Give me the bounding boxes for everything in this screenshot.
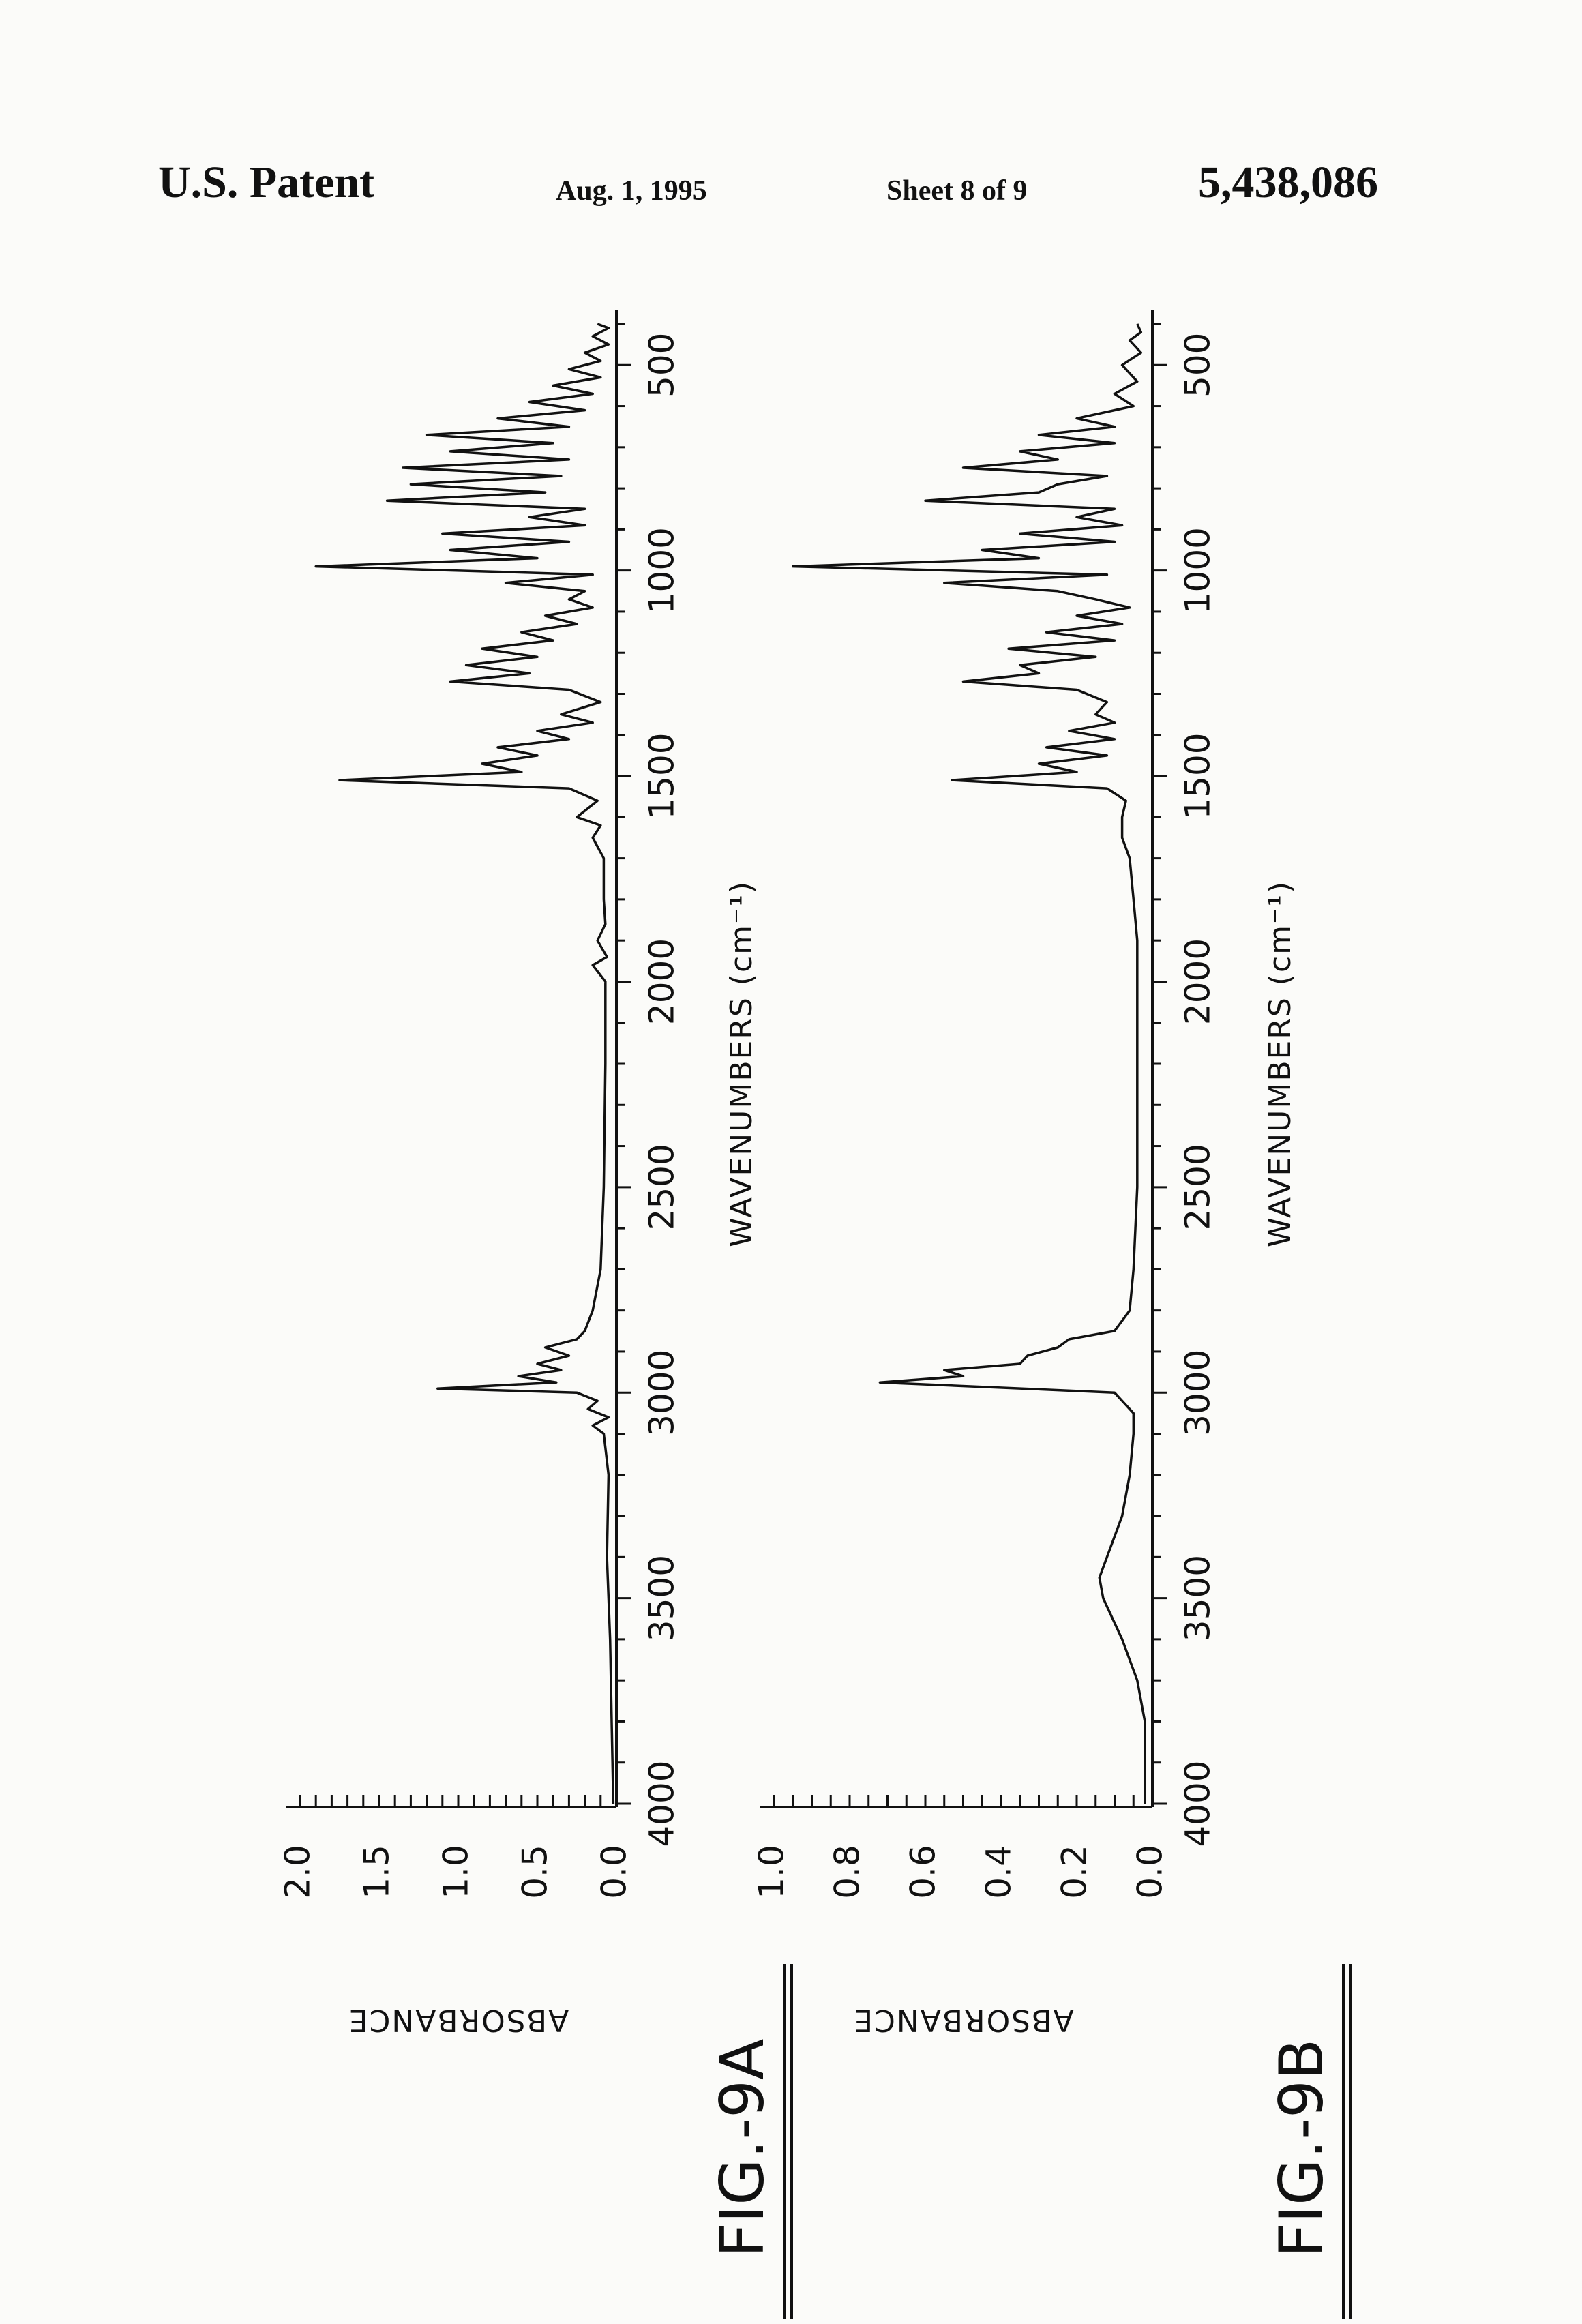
x-axis-title: WAVENUMBERS (cm⁻¹) xyxy=(1263,880,1298,1247)
x-tick-label: 2000 xyxy=(1178,938,1218,1025)
y-tick-label: 0.0 xyxy=(595,1845,634,1899)
x-tick-label: 3000 xyxy=(642,1350,682,1436)
x-tick-label: 2500 xyxy=(1178,1144,1218,1230)
x-tick-label: 1500 xyxy=(1178,732,1218,819)
spectrum-line xyxy=(316,324,613,1804)
x-tick-label: 4000 xyxy=(642,1760,682,1847)
x-tick-label: 4000 xyxy=(1178,1760,1218,1847)
y-axis-title: ABSORBANCE xyxy=(348,2003,569,2038)
spectrum-panel-1: 4000 3500 3000 2500 2000 1500 1000 500 0.0 0.5 1.0… xyxy=(278,310,792,2319)
y-tick-label: 0.8 xyxy=(828,1845,867,1899)
y-axis-title: ABSORBANCE xyxy=(852,2003,1073,2038)
spectrum-line xyxy=(793,324,1145,1804)
y-tick-label: 1.0 xyxy=(752,1845,792,1899)
x-tick-label: 500 xyxy=(1178,333,1218,398)
y-tick-label: 2.0 xyxy=(278,1845,318,1899)
x-tick-label: 500 xyxy=(642,333,682,398)
x-axis-title: WAVENUMBERS (cm⁻¹) xyxy=(724,880,759,1247)
y-tick-label: 0.2 xyxy=(1055,1845,1094,1899)
y-tick-label: 0.0 xyxy=(1131,1845,1170,1899)
x-tick-label: 3000 xyxy=(1178,1350,1218,1436)
x-tick-label: 3500 xyxy=(642,1555,682,1641)
x-tick-label: 1500 xyxy=(642,732,682,819)
x-tick-label: 3500 xyxy=(1178,1555,1218,1641)
figure-label: FIG.-9B xyxy=(1266,2039,1337,2258)
x-tick-label: 1000 xyxy=(642,527,682,614)
spectrum-panel-2: 4000 3500 3000 2500 2000 1500 1000 500 0.0 0.2 0.4… xyxy=(752,310,1352,2319)
x-tick-label: 2500 xyxy=(642,1144,682,1230)
x-tick-label: 2000 xyxy=(642,938,682,1025)
figure-label: FIG.-9A xyxy=(707,2039,777,2258)
y-tick-label: 0.4 xyxy=(979,1845,1019,1899)
x-tick-label: 1000 xyxy=(1178,527,1218,614)
y-tick-label: 0.6 xyxy=(904,1845,943,1899)
y-tick-label: 0.5 xyxy=(516,1845,555,1899)
y-tick-label: 1.0 xyxy=(436,1845,476,1899)
y-tick-label: 1.5 xyxy=(357,1845,397,1899)
